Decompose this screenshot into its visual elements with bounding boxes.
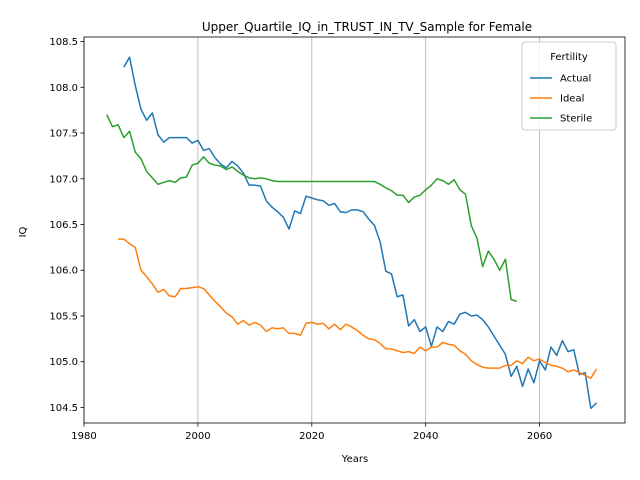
y-axis-label: IQ bbox=[18, 226, 29, 237]
grid bbox=[83, 37, 540, 423]
series-line-actual bbox=[123, 56, 598, 410]
y-tick-label: 106.0 bbox=[49, 266, 78, 277]
y-tick-label: 105.5 bbox=[49, 311, 78, 322]
series-lines bbox=[106, 56, 598, 410]
legend-title: Fertility bbox=[550, 52, 588, 63]
x-tick-label: 2000 bbox=[185, 431, 210, 442]
x-tick-label: 2040 bbox=[413, 431, 438, 442]
y-tick-label: 107.0 bbox=[49, 174, 78, 185]
x-tick-label: 2020 bbox=[299, 431, 324, 442]
x-tick-label: 2060 bbox=[527, 431, 552, 442]
y-tick-label: 105.0 bbox=[49, 357, 78, 368]
series-line-ideal bbox=[118, 238, 598, 379]
chart-title: Upper_Quartile_IQ_in_TRUST_IN_TV_Sample … bbox=[202, 20, 532, 34]
y-tick-label: 108.0 bbox=[49, 83, 78, 94]
y-tick-label: 106.5 bbox=[49, 220, 78, 231]
legend-label-ideal: Ideal bbox=[560, 94, 584, 105]
y-tick-label: 104.5 bbox=[49, 403, 78, 414]
y-tick-label: 108.5 bbox=[49, 37, 78, 48]
legend-label-actual: Actual bbox=[560, 74, 591, 85]
x-tick-label: 1980 bbox=[71, 431, 96, 442]
legend: Fertility Actual Ideal Sterile bbox=[521, 41, 617, 131]
plot-frame bbox=[83, 36, 626, 424]
y-axis: 104.5 105.0 105.5 106.0 106.5 107.0 107.5 108.0… bbox=[49, 37, 84, 414]
series-line-sterile bbox=[106, 114, 518, 303]
x-axis-label: Years bbox=[341, 454, 368, 465]
legend-frame bbox=[521, 41, 617, 131]
y-tick-label: 107.5 bbox=[49, 129, 78, 140]
legend-items: Actual Ideal Sterile bbox=[530, 74, 592, 125]
x-axis: 1980 2000 2020 2040 2060 bbox=[71, 423, 552, 442]
legend-label-sterile: Sterile bbox=[560, 114, 592, 125]
